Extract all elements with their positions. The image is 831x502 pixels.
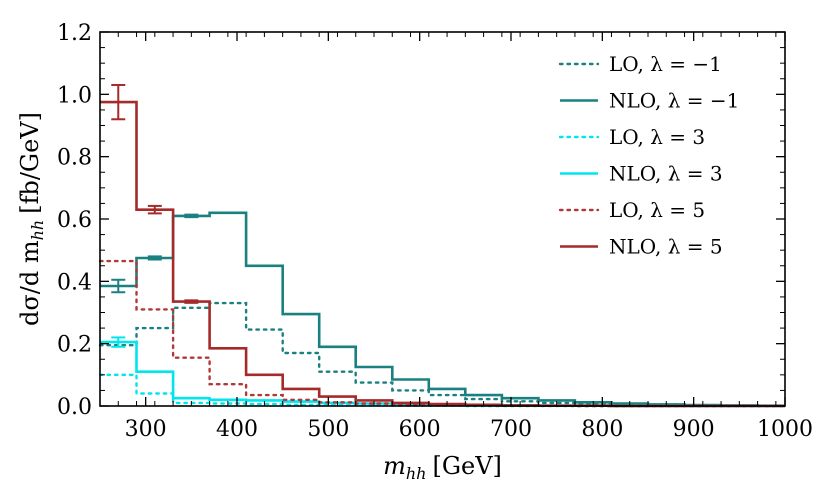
error-bar-3-0 — [111, 336, 126, 348]
error-bar-1-1 — [147, 255, 162, 261]
legend-label: LO, λ = 5 — [609, 198, 705, 222]
y-tick-label: 0.8 — [57, 146, 92, 171]
error-bar-5-1 — [147, 204, 162, 215]
error-bar-layer — [111, 83, 199, 348]
series-line-4 — [98, 259, 787, 408]
x-tick-label: 700 — [490, 417, 532, 442]
y-tick-label: 1.0 — [57, 83, 92, 108]
legend-label: NLO, λ = 3 — [609, 162, 723, 186]
x-tick-label: 300 — [125, 417, 167, 442]
legend-label: NLO, λ = 5 — [609, 235, 723, 259]
x-tick-label: 800 — [581, 417, 623, 442]
x-tick-label: 400 — [216, 417, 258, 442]
y-tick-label: 0.4 — [57, 270, 92, 295]
legend-label: LO, λ = −1 — [609, 52, 722, 76]
error-bar-1-0 — [111, 278, 126, 294]
series-line-0 — [98, 301, 787, 407]
y-axis-label: dσ/d mhh[fb/GeV] — [16, 112, 47, 326]
x-tick-label: 900 — [673, 417, 715, 442]
series-line-3 — [100, 340, 785, 408]
error-bar-5-2 — [184, 299, 199, 304]
y-tick-label: 0.0 — [57, 395, 92, 420]
x-tick-label: 500 — [307, 417, 349, 442]
series-line-2 — [98, 373, 787, 408]
x-tick-label: 1000 — [757, 417, 813, 442]
tick-layer: 300 400 500 600 700 800 900 1000 0.0 0.2 0.4 0.6 0.8… — [57, 21, 813, 442]
y-tick-label: 0.2 — [57, 333, 92, 358]
x-axis-label: mhh [GeV] — [383, 452, 502, 483]
legend-label: LO, λ = 3 — [609, 125, 705, 149]
legend-label: NLO, λ = −1 — [609, 89, 739, 113]
error-bar-5-0 — [111, 83, 126, 121]
legend: LO, λ = −1 NLO, λ = −1 LO, λ = 3 NLO, λ = 3… — [558, 52, 739, 259]
error-bar-1-2 — [184, 213, 199, 219]
series-line-1 — [100, 211, 785, 407]
y-tick-label: 1.2 — [57, 21, 92, 46]
x-tick-label: 600 — [399, 417, 441, 442]
y-tick-label: 0.6 — [57, 208, 92, 233]
